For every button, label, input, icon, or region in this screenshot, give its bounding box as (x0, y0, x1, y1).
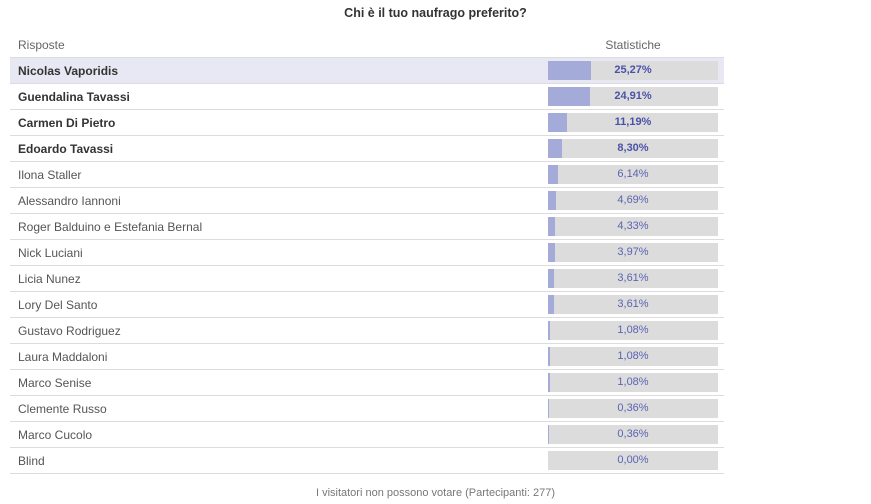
percentage-bar: 25,27% (548, 61, 718, 80)
poll-result-row: Gustavo Rodriguez 1,08% (10, 318, 724, 344)
answer-label: Nicolas Vaporidis (18, 64, 119, 78)
answer-label: Laura Maddaloni (18, 350, 108, 364)
poll-title: Chi è il tuo naufrago preferito? (344, 6, 527, 20)
percentage-label: 8,30% (617, 142, 649, 154)
answer-label: Blind (18, 454, 45, 468)
answer-label: Licia Nunez (18, 272, 81, 286)
poll-result-row: Lory Del Santo 3,61% (10, 292, 724, 318)
percentage-bar: 4,69% (548, 191, 718, 210)
percentage-label: 1,08% (617, 324, 649, 336)
poll-result-row: Nick Luciani 3,97% (10, 240, 724, 266)
answer-label: Edoardo Tavassi (18, 142, 114, 156)
percentage-bar-fill (548, 139, 563, 158)
answers-column-header: Risposte (18, 38, 65, 52)
percentage-bar-fill (548, 295, 555, 314)
percentage-bar: 1,08% (548, 321, 718, 340)
percentage-label: 0,36% (617, 402, 649, 414)
poll-result-row: Roger Balduino e Estefania Bernal 4,33% (10, 214, 724, 240)
percentage-label: 11,19% (614, 116, 652, 128)
percentage-bar: 0,00% (548, 451, 718, 470)
percentage-bar-fill (548, 191, 556, 210)
percentage-bar: 0,36% (548, 399, 718, 418)
percentage-bar-fill (548, 425, 549, 444)
answer-label: Gustavo Rodriguez (18, 324, 121, 338)
poll-result-row: Carmen Di Pietro 11,19% (10, 110, 724, 136)
answer-label: Ilona Staller (18, 168, 82, 182)
percentage-bar: 11,19% (548, 113, 718, 132)
percentage-bar: 1,08% (548, 373, 718, 392)
answer-label: Roger Balduino e Estefania Bernal (18, 220, 203, 234)
percentage-bar: 8,30% (548, 139, 718, 158)
poll-result-row: Edoardo Tavassi 8,30% (10, 136, 724, 162)
percentage-bar: 0,36% (548, 425, 718, 444)
poll-result-row: Ilona Staller 6,14% (10, 162, 724, 188)
percentage-label: 24,91% (614, 90, 652, 102)
percentage-bar-fill (548, 217, 556, 236)
poll-result-row: Nicolas Vaporidis 25,27% (10, 58, 724, 84)
poll-result-row: Licia Nunez 3,61% (10, 266, 724, 292)
answer-label: Marco Cucolo (18, 428, 93, 442)
answer-label: Marco Senise (18, 376, 92, 390)
percentage-bar-fill (548, 373, 550, 392)
poll-result-row: Marco Cucolo 0,36% (10, 422, 724, 448)
answer-label: Clemente Russo (18, 402, 107, 416)
percentage-bar: 4,33% (548, 217, 718, 236)
percentage-label: 6,14% (617, 168, 649, 180)
percentage-label: 3,61% (617, 272, 649, 284)
answer-label: Lory Del Santo (18, 298, 98, 312)
poll-footer-note: I visitatori non possono votare (Parteci… (315, 487, 556, 499)
percentage-bar-fill (548, 113, 567, 132)
answer-label: Nick Luciani (18, 246, 83, 260)
percentage-label: 1,08% (617, 350, 649, 362)
answer-label: Alessandro Iannoni (18, 194, 121, 208)
poll-result-row: Blind 0,00% (10, 448, 724, 474)
percentage-bar: 3,61% (548, 295, 718, 314)
percentage-bar: 3,61% (548, 269, 718, 288)
percentage-bar: 6,14% (548, 165, 718, 184)
poll-result-row: Alessandro Iannoni 4,69% (10, 188, 724, 214)
percentage-bar-fill (548, 399, 549, 418)
percentage-bar-fill (548, 321, 550, 340)
percentage-bar: 1,08% (548, 347, 718, 366)
percentage-label: 3,97% (617, 246, 649, 258)
poll-result-row: Marco Senise 1,08% (10, 370, 724, 396)
percentage-label: 3,61% (617, 298, 649, 310)
percentage-label: 1,08% (617, 376, 649, 388)
percentage-bar-fill (548, 269, 555, 288)
stats-column-header: Statistiche (605, 38, 661, 52)
percentage-bar-fill (548, 347, 550, 366)
poll-result-row: Clemente Russo 0,36% (10, 396, 724, 422)
poll-results-list: Nicolas Vaporidis 25,27% Guendalina Tavass… (10, 57, 724, 474)
answer-label: Guendalina Tavassi (18, 90, 130, 104)
percentage-label: 0,36% (617, 428, 649, 440)
percentage-label: 0,00% (617, 454, 649, 466)
percentage-label: 4,33% (617, 220, 649, 232)
percentage-label: 25,27% (614, 64, 652, 76)
percentage-bar-fill (548, 243, 555, 262)
percentage-bar-fill (548, 87, 591, 106)
answer-label: Carmen Di Pietro (18, 116, 116, 130)
percentage-bar-fill (548, 165, 559, 184)
percentage-bar: 3,97% (548, 243, 718, 262)
percentage-bar: 24,91% (548, 87, 718, 106)
poll-result-row: Guendalina Tavassi 24,91% (10, 84, 724, 110)
poll-result-row: Laura Maddaloni 1,08% (10, 344, 724, 370)
percentage-label: 4,69% (617, 194, 649, 206)
percentage-bar-fill (548, 61, 591, 80)
